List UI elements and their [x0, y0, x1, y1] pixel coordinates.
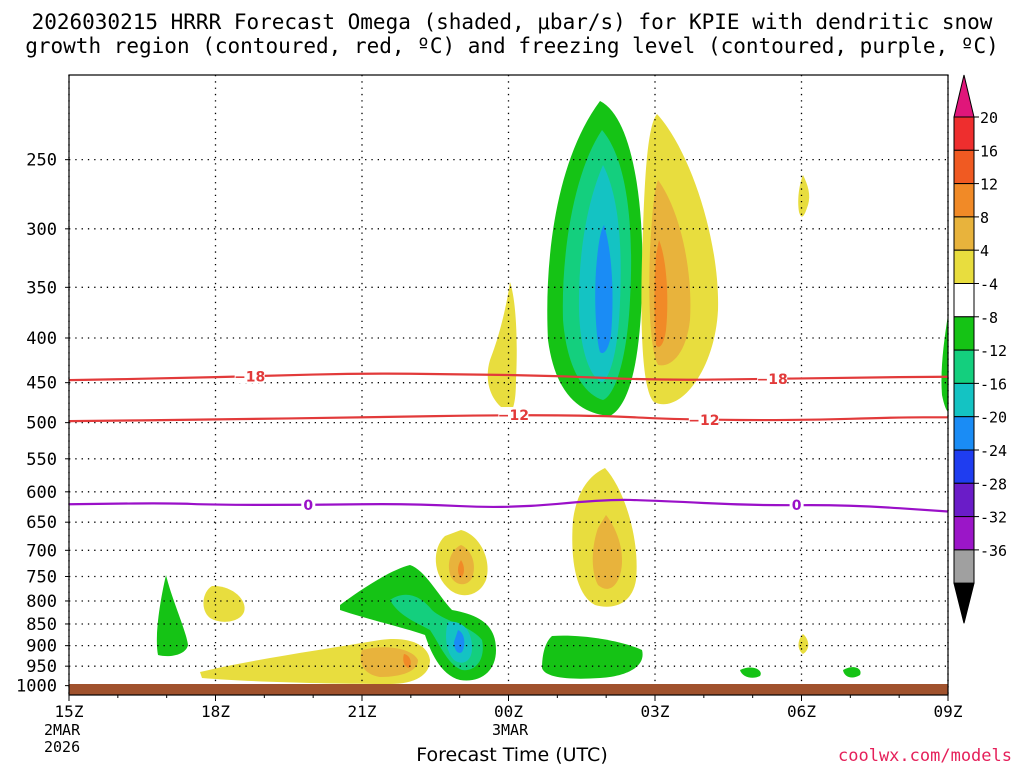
contour-label-bg [789, 497, 804, 513]
colorbar-label: 12 [980, 176, 998, 194]
x-tick-label: 09Z [934, 702, 963, 721]
terrain-bar [69, 684, 948, 695]
contour-label-bg [757, 370, 788, 386]
colorbar-bin [953, 183, 975, 218]
axes: 2503003504004505005506006507007508008509… [16, 151, 963, 721]
colorbar-label: 8 [980, 209, 989, 227]
omega-region [203, 585, 245, 622]
chart-title-line-1: 2026030215 HRRR Forecast Omega (shaded, … [31, 10, 993, 34]
colorbar-bin [953, 549, 975, 584]
colorbar-bin [953, 349, 975, 384]
x-tick-label: 00Z [494, 702, 523, 721]
colorbar-top-arrow [953, 74, 975, 118]
omega-region [941, 315, 948, 412]
footer-credit: coolwx.com/models [838, 746, 1012, 766]
y-tick-label: 900 [26, 637, 57, 657]
omega-region [487, 282, 517, 413]
colorbar-bin [953, 216, 975, 251]
colorbar-label: -8 [980, 309, 998, 327]
colorbar-bin [953, 116, 975, 151]
contour-label: −12 [498, 408, 529, 424]
contour-label: 0 [792, 498, 802, 514]
colorbar-bottom-arrow [953, 582, 975, 624]
y-tick-label: 300 [26, 220, 57, 240]
contours: −18 −18 −12 −12 0 0 [69, 368, 948, 514]
x-tick-label: 03Z [641, 702, 670, 721]
colorbar-label: 20 [980, 109, 998, 127]
mid-date: 3MAR [492, 721, 529, 739]
contour-label-bg [688, 411, 719, 427]
colorbar-bin [953, 416, 975, 451]
omega-shading [156, 101, 948, 684]
y-tick-label: 500 [26, 414, 57, 434]
colorbar-bin [953, 382, 975, 418]
contour-label: −18 [234, 369, 265, 385]
x-tick-label: 06Z [787, 702, 816, 721]
x-tick-label: 18Z [201, 702, 230, 721]
y-tick-label: 650 [26, 513, 57, 533]
colorbar-label: -36 [980, 542, 1007, 560]
omega-region [542, 635, 643, 679]
y-tick-label: 450 [26, 374, 57, 394]
colorbar-label: -32 [980, 509, 1007, 527]
y-tick-label: 350 [26, 278, 57, 298]
colorbar-label: 16 [980, 142, 998, 160]
y-tick-label: 800 [26, 592, 57, 612]
y-tick-label: 700 [26, 541, 57, 561]
y-tick-label: 1000 [16, 677, 57, 697]
contour-line [69, 414, 948, 423]
y-tick-label: 400 [26, 329, 57, 349]
omega-region [843, 667, 861, 678]
colorbar-label: -24 [980, 442, 1007, 460]
x-tick-label: 15Z [55, 702, 84, 721]
contour-label-bg [234, 368, 265, 384]
y-tick-label: 750 [26, 567, 57, 587]
chart-title-line-2: growth region (contoured, red, ºC) and f… [25, 34, 999, 58]
colorbar-label: -20 [980, 409, 1007, 427]
omega-region [798, 175, 810, 217]
x-tick-label: 21Z [348, 702, 377, 721]
colorbar-bin [953, 449, 975, 484]
y-tick-label: 250 [26, 151, 57, 171]
omega-region [740, 667, 761, 678]
colorbar-bin [953, 482, 975, 518]
x-axis-label: Forecast Time (UTC) [416, 744, 608, 766]
start-date-year: 2026 [44, 738, 81, 756]
colorbar-label: -12 [980, 342, 1007, 360]
contour-label: −18 [757, 372, 788, 388]
omega-region [458, 560, 464, 578]
omega-region [454, 630, 465, 653]
omega-region [654, 240, 668, 347]
colorbar-label: -4 [980, 276, 998, 294]
y-tick-label: 550 [26, 450, 57, 470]
colorbar: 20 16 12 8 4 -4 -8 -12 -16 -20 -24 -28 -32 -36 [953, 74, 1007, 624]
start-date-day: 2MAR [44, 721, 81, 739]
omega-region [360, 647, 418, 677]
colorbar-bin [953, 149, 975, 185]
omega-region [592, 515, 623, 589]
y-tick-label: 950 [26, 657, 57, 677]
colorbar-label: -16 [980, 375, 1007, 393]
colorbar-bin [953, 283, 975, 318]
contour-line [69, 498, 948, 513]
contour-label: 0 [303, 498, 313, 514]
omega-region [595, 225, 613, 354]
omega-region [403, 654, 411, 668]
colorbar-bin [953, 249, 975, 284]
colorbar-label: 4 [980, 242, 989, 260]
y-tick-label: 850 [26, 615, 57, 635]
colorbar-bin [953, 516, 975, 551]
contour-label-bg [498, 407, 529, 423]
contour-label: −12 [688, 413, 719, 429]
y-tick-label: 600 [26, 483, 57, 503]
omega-region [156, 575, 188, 657]
colorbar-label: -28 [980, 475, 1007, 493]
contour-label-bg [301, 496, 316, 512]
colorbar-bin [953, 316, 975, 351]
